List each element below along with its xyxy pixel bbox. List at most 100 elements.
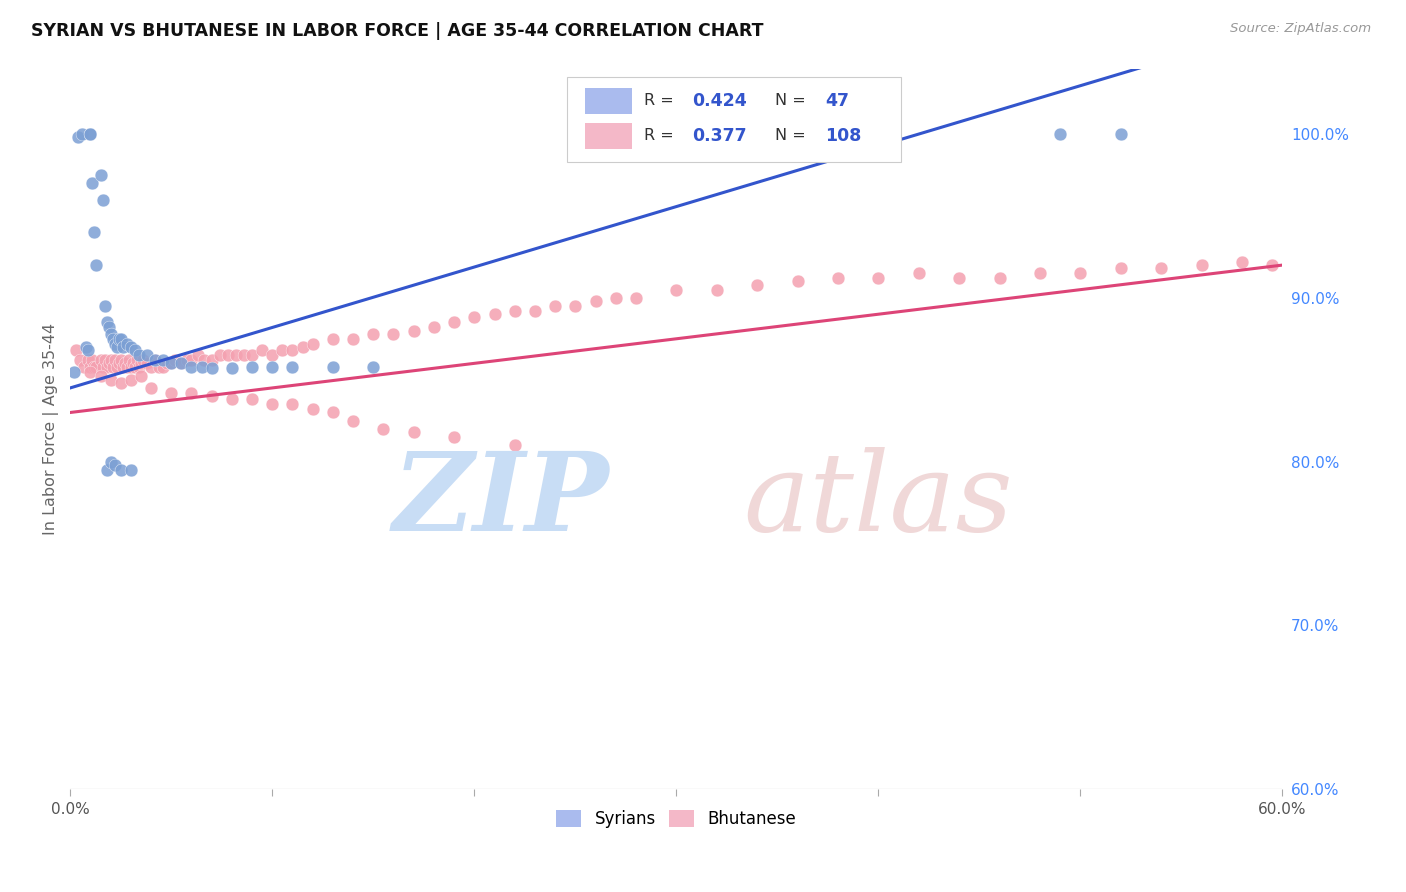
Point: [262, 397, 284, 411]
Point: [544, 299, 567, 313]
Point: [706, 283, 728, 297]
Point: [73, 359, 96, 374]
Point: [69, 353, 91, 368]
Point: [443, 430, 465, 444]
Point: [139, 381, 162, 395]
Point: [104, 336, 127, 351]
Text: Source: ZipAtlas.com: Source: ZipAtlas.com: [1230, 22, 1371, 36]
Point: [100, 353, 122, 368]
Point: [281, 397, 304, 411]
FancyBboxPatch shape: [567, 78, 901, 162]
Point: [585, 294, 607, 309]
Point: [156, 356, 179, 370]
Point: [63, 365, 86, 379]
Point: [402, 324, 425, 338]
Point: [605, 291, 627, 305]
Point: [1109, 261, 1132, 276]
Point: [120, 463, 142, 477]
Point: [322, 359, 344, 374]
Point: [301, 402, 323, 417]
Point: [201, 389, 224, 403]
Y-axis label: In Labor Force | Age 35-44: In Labor Force | Age 35-44: [44, 323, 59, 535]
Point: [86, 359, 108, 374]
Point: [67, 130, 90, 145]
Point: [373, 422, 395, 436]
Point: [221, 361, 243, 376]
Point: [281, 343, 304, 358]
Point: [180, 359, 202, 374]
Point: [180, 385, 202, 400]
Point: [100, 326, 122, 341]
Point: [322, 332, 344, 346]
Point: [291, 340, 314, 354]
Point: [101, 359, 124, 374]
Point: [111, 340, 134, 354]
Point: [564, 299, 586, 313]
Point: [75, 340, 97, 354]
Point: [665, 283, 688, 297]
Point: [281, 359, 304, 374]
Point: [107, 356, 129, 370]
Point: [240, 392, 263, 407]
Point: [107, 332, 129, 346]
Point: [91, 359, 114, 374]
Point: [97, 320, 120, 334]
Point: [160, 385, 183, 400]
Point: [97, 356, 120, 370]
Point: [110, 332, 132, 346]
Point: [240, 348, 263, 362]
Point: [382, 326, 405, 341]
Point: [443, 315, 465, 329]
Point: [948, 271, 970, 285]
Point: [363, 326, 385, 341]
Text: atlas: atlas: [742, 447, 1012, 555]
Point: [1191, 258, 1213, 272]
Point: [747, 277, 769, 292]
Point: [90, 353, 112, 368]
Point: [91, 193, 114, 207]
Point: [79, 359, 101, 374]
Point: [208, 348, 231, 362]
Point: [93, 353, 115, 368]
Point: [503, 438, 526, 452]
Point: [111, 359, 134, 374]
Point: [79, 365, 101, 379]
Text: ZIP: ZIP: [394, 447, 610, 555]
Point: [523, 304, 546, 318]
Text: 47: 47: [825, 92, 849, 110]
Point: [100, 373, 122, 387]
Text: 0.377: 0.377: [692, 127, 747, 145]
Point: [342, 332, 364, 346]
Point: [132, 353, 155, 368]
Point: [160, 356, 183, 370]
Point: [82, 353, 104, 368]
Point: [322, 405, 344, 419]
Point: [484, 307, 506, 321]
Point: [180, 353, 202, 368]
Point: [402, 425, 425, 439]
Text: R =: R =: [644, 94, 679, 109]
Point: [423, 320, 446, 334]
Point: [250, 343, 273, 358]
Point: [186, 348, 208, 362]
Point: [988, 271, 1011, 285]
Point: [165, 353, 187, 368]
Point: [1150, 261, 1173, 276]
Point: [120, 359, 142, 374]
Point: [83, 359, 105, 374]
Point: [105, 359, 128, 374]
Point: [1261, 258, 1284, 272]
Point: [1230, 254, 1253, 268]
Point: [90, 168, 112, 182]
Point: [201, 361, 224, 376]
Point: [121, 356, 143, 370]
Point: [176, 353, 198, 368]
Point: [93, 299, 115, 313]
Point: [136, 356, 159, 370]
Point: [124, 343, 146, 358]
Point: [139, 359, 162, 374]
Point: [262, 348, 284, 362]
Point: [907, 266, 929, 280]
Point: [96, 359, 118, 374]
Point: [79, 127, 101, 141]
